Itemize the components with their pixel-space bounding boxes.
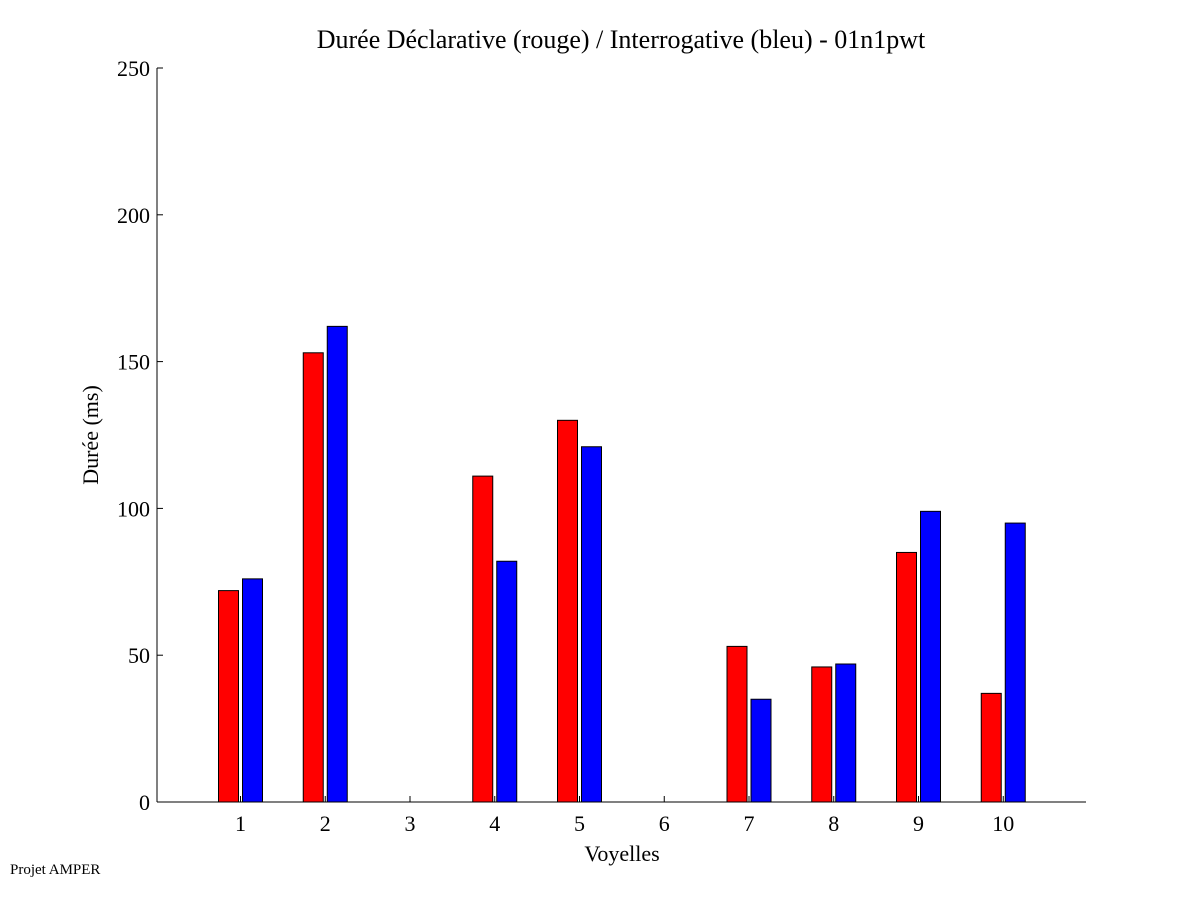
bar-interrogative-8 — [835, 663, 857, 803]
x-tick-label: 1 — [235, 811, 246, 836]
y-axis-label: Durée (ms) — [78, 385, 103, 485]
y-tick-label: 0 — [139, 790, 150, 815]
x-axis-ticks: 1 2 3 4 5 6 7 8 9 10 — [235, 796, 1014, 836]
bar-declarative-1 — [218, 590, 239, 803]
x-tick-label: 8 — [828, 811, 839, 836]
x-tick-label: 6 — [659, 811, 670, 836]
bar-declarative-10 — [980, 692, 1002, 803]
bar-declarative-2 — [302, 352, 324, 803]
y-axis-ticks: 0 50 100 150 200 250 — [117, 56, 163, 815]
bar-interrogative-1 — [242, 578, 263, 803]
x-tick-label: 9 — [913, 811, 924, 836]
bar-interrogative-4 — [496, 560, 518, 803]
x-tick-label: 4 — [489, 811, 500, 836]
bar-interrogative-10 — [1004, 522, 1026, 803]
x-tick-label: 10 — [992, 811, 1014, 836]
bars — [218, 325, 1026, 803]
bar-interrogative-9 — [920, 510, 941, 803]
x-axis-label: Voyelles — [584, 841, 659, 866]
x-tick-label: 3 — [405, 811, 416, 836]
bar-declarative-5 — [557, 419, 578, 803]
bar-declarative-7 — [726, 645, 748, 803]
x-tick-label: 2 — [320, 811, 331, 836]
y-tick-label: 150 — [117, 350, 150, 375]
y-tick-label: 200 — [117, 203, 150, 228]
x-tick-label: 7 — [744, 811, 755, 836]
y-tick-label: 100 — [117, 496, 150, 521]
x-tick-label: 5 — [574, 811, 585, 836]
bar-interrogative-5 — [581, 446, 602, 803]
y-tick-label: 50 — [128, 643, 150, 668]
bar-interrogative-2 — [326, 325, 348, 803]
y-tick-label: 250 — [117, 56, 150, 81]
bar-declarative-4 — [472, 475, 494, 803]
footer-credit: Projet AMPER — [10, 862, 101, 878]
bar-declarative-8 — [811, 666, 833, 803]
bar-declarative-9 — [896, 551, 917, 803]
chart-title: Durée Déclarative (rouge) / Interrogativ… — [317, 25, 926, 54]
bar-interrogative-7 — [750, 698, 772, 803]
